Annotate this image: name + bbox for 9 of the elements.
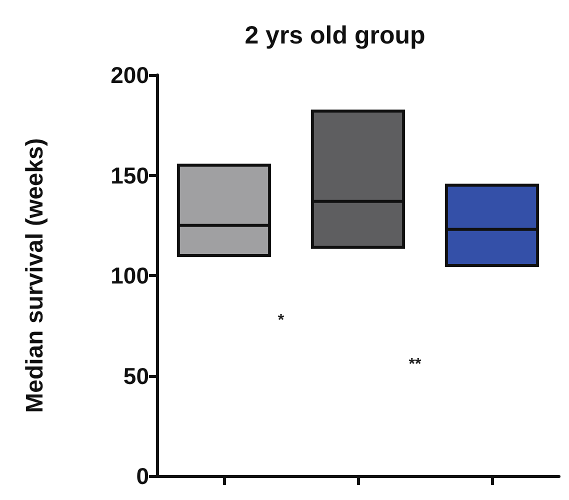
annotation: **: [408, 356, 422, 373]
annotation: *: [278, 312, 285, 329]
y-axis-title: Median survival (weeks): [22, 138, 48, 413]
y-tick-label: 150: [110, 162, 149, 188]
y-tick-label: 200: [110, 62, 149, 88]
y-tick-label: 100: [110, 262, 149, 288]
y-tick-label: 50: [123, 362, 149, 389]
y-tick-label: 0: [136, 463, 149, 489]
chart-title: 2 yrs old group: [244, 22, 426, 50]
